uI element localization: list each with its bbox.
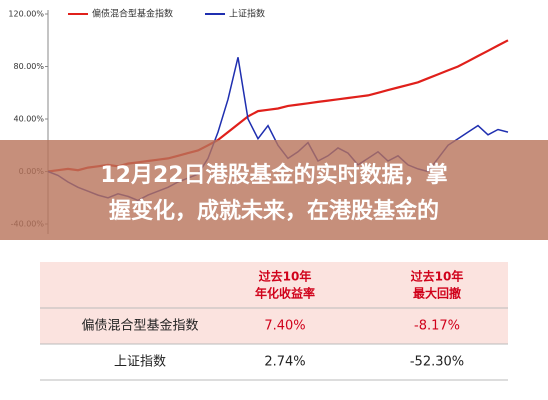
banner-text: 12月22日港股基金的实时数据，掌 [100, 162, 447, 188]
table-header: 最大回撤 [413, 286, 461, 301]
table-cell: 7.40% [264, 319, 305, 334]
table-row-bg [40, 308, 508, 344]
banner-text: 握变化，成就未来，在港股基金的 [109, 198, 439, 224]
table-cell: 上证指数 [114, 355, 166, 370]
table-header: 过去10年 [411, 269, 464, 284]
y-tick-label: 40.00% [13, 115, 44, 124]
table-header: 过去10年 [259, 269, 312, 284]
table-cell: -52.30% [410, 355, 464, 370]
table-cell: -8.17% [414, 319, 460, 334]
y-tick-label: 80.00% [13, 62, 44, 71]
legend-label: 上证指数 [229, 8, 265, 20]
table-cell: 偏债混合型基金指数 [81, 318, 198, 334]
banner [0, 140, 548, 240]
table-cell: 2.74% [264, 355, 305, 370]
table-header-bg [40, 262, 508, 308]
legend-label: 偏债混合型基金指数 [92, 8, 173, 20]
y-tick-label: 120.00% [8, 10, 44, 19]
table: 过去10年 年化收益率 过去10年 最大回撤 偏债混合型基金指数 7.40% -… [40, 262, 508, 381]
table-header: 年化收益率 [255, 286, 315, 301]
